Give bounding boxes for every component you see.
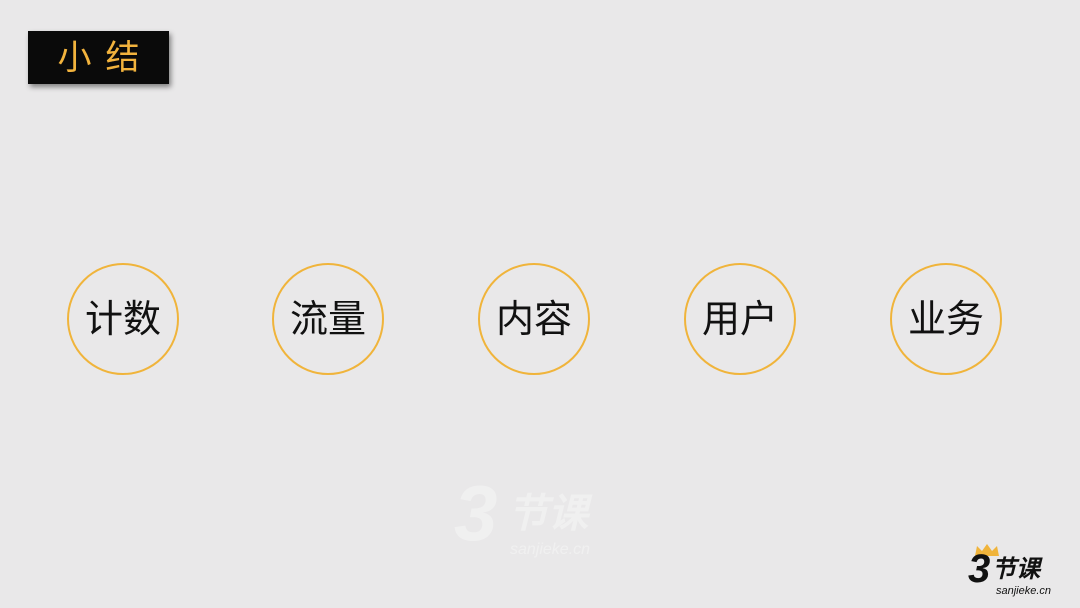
crown-icon — [975, 544, 999, 556]
section-title-box: 小结 — [28, 31, 169, 84]
watermark-text: 节课 — [508, 491, 588, 537]
brand-logo: 3 节课 sanjieke.cn — [968, 543, 1068, 601]
topic-circle-content: 内容 — [478, 263, 590, 375]
logo-number: 3 — [968, 547, 991, 591]
topic-circle-traffic: 流量 — [272, 263, 384, 375]
topic-label: 计数 — [84, 297, 161, 341]
topic-circle-count: 计数 — [67, 263, 179, 375]
watermark-number: 3 — [454, 469, 498, 557]
topic-label: 用户 — [701, 297, 778, 341]
topic-label: 流量 — [289, 297, 366, 341]
topic-label: 内容 — [495, 297, 572, 341]
section-title: 小结 — [57, 37, 154, 78]
logo-domain: sanjieke.cn — [996, 585, 1052, 597]
topic-circle-user: 用户 — [684, 263, 796, 375]
logo-text: 节课 — [992, 555, 1040, 583]
watermark-logo: 3 节课 sanjieke.cn — [450, 470, 630, 565]
watermark-domain: sanjieke.cn — [510, 541, 591, 558]
topic-circle-business: 业务 — [890, 263, 1002, 375]
topic-label: 业务 — [907, 297, 984, 341]
